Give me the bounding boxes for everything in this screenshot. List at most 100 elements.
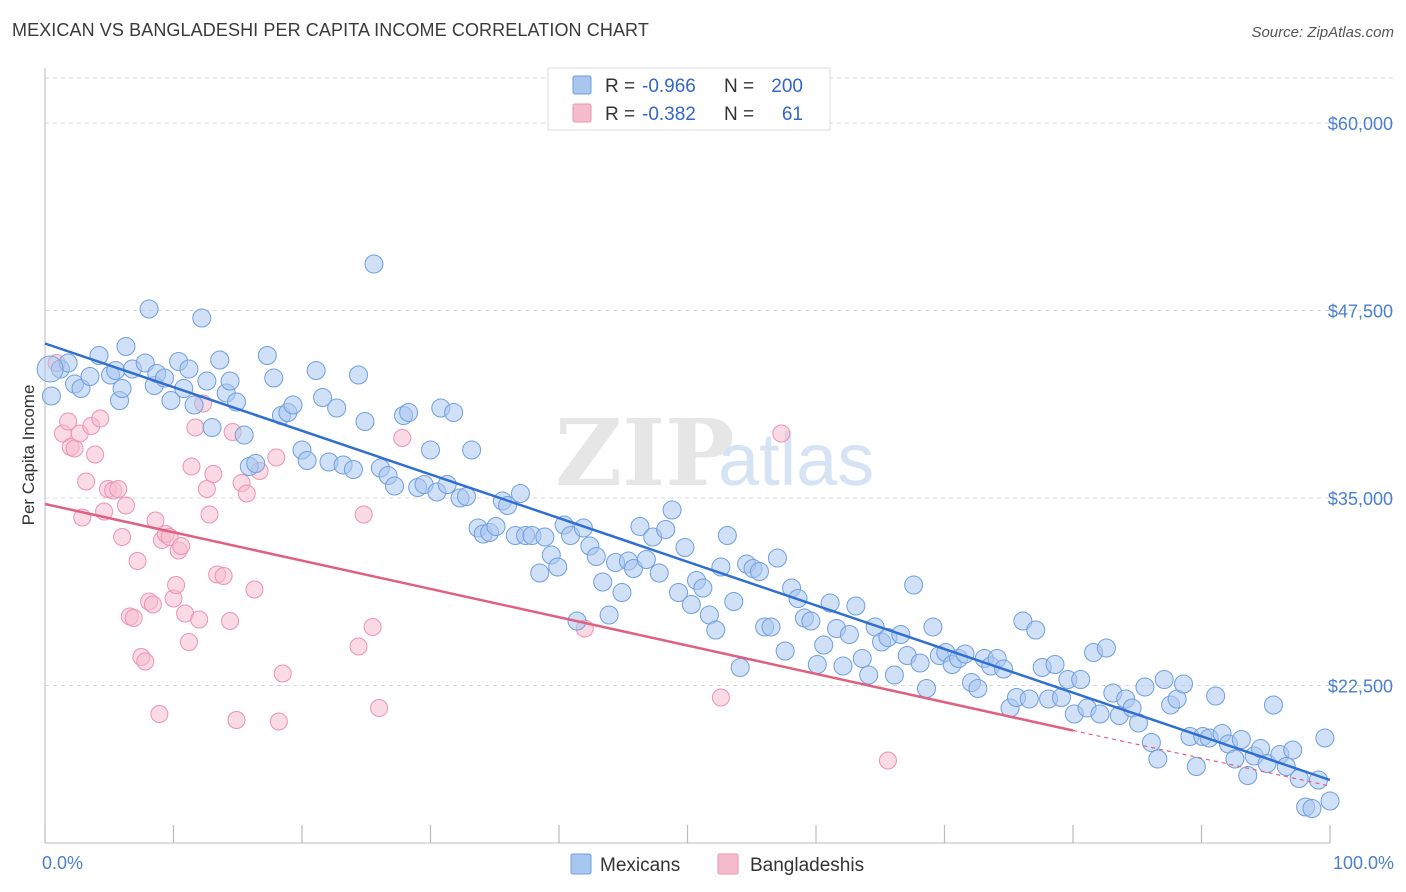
mexican-point bbox=[1225, 749, 1245, 769]
watermark-zip: ZIP bbox=[555, 399, 734, 507]
bangladeshi-point bbox=[711, 688, 730, 707]
mexican-point bbox=[968, 679, 988, 698]
bangladeshi-point bbox=[878, 751, 897, 770]
bangladeshis-trend-extension bbox=[1072, 729, 1331, 787]
bangladeshi-point bbox=[86, 445, 105, 464]
bangladeshi-point bbox=[136, 652, 155, 671]
legend-n-label: N = bbox=[724, 76, 754, 97]
mexican-point bbox=[859, 665, 879, 685]
mexican-point bbox=[80, 367, 100, 386]
bangladeshi-point bbox=[393, 429, 412, 447]
bangladeshi-point bbox=[370, 699, 389, 717]
bangladeshi-point bbox=[172, 537, 191, 555]
mexican-point bbox=[662, 500, 682, 520]
bangladeshi-point bbox=[354, 505, 373, 524]
mexican-point bbox=[246, 454, 266, 473]
legend-r-value: -0.966 bbox=[642, 76, 696, 97]
mexican-point bbox=[681, 595, 701, 614]
bangladeshi-point bbox=[200, 505, 219, 524]
mexican-point bbox=[656, 520, 676, 539]
mexican-point bbox=[1320, 791, 1340, 811]
y-tick-label: $35,000 bbox=[1328, 489, 1393, 509]
bangladeshi-point bbox=[197, 480, 216, 498]
mexican-point bbox=[421, 440, 440, 460]
mexican-point bbox=[814, 635, 834, 655]
legend-swatch-bangladeshis bbox=[572, 103, 592, 123]
mexican-point bbox=[833, 656, 853, 676]
mexican-point bbox=[593, 572, 613, 592]
legend-r-value: -0.382 bbox=[642, 104, 696, 125]
bangladeshi-point bbox=[186, 418, 205, 437]
mexican-point bbox=[717, 526, 737, 545]
mexican-point bbox=[1283, 740, 1303, 760]
mexican-point bbox=[349, 365, 369, 385]
mexican-point bbox=[264, 368, 284, 388]
mexican-point bbox=[535, 527, 555, 547]
bangladeshi-point bbox=[349, 637, 368, 656]
mexican-point bbox=[586, 547, 606, 566]
mexican-point bbox=[139, 299, 159, 319]
mexican-point bbox=[1090, 704, 1110, 724]
mexican-point bbox=[1238, 766, 1258, 785]
mexican-point bbox=[210, 350, 230, 370]
mexican-point bbox=[801, 611, 821, 631]
mexicans-trend-line bbox=[44, 342, 1331, 782]
mexican-point bbox=[599, 605, 619, 625]
mexican-point bbox=[1141, 733, 1161, 752]
bangladeshi-point bbox=[143, 595, 162, 614]
mexican-point bbox=[612, 583, 632, 602]
legend-box bbox=[547, 67, 831, 131]
bangladeshi-point bbox=[772, 424, 791, 443]
mexican-point bbox=[675, 538, 695, 557]
mexican-point bbox=[1026, 620, 1046, 640]
bangladeshi-point bbox=[150, 705, 169, 723]
mexican-point bbox=[730, 658, 750, 677]
mexican-point bbox=[510, 484, 530, 503]
mexican-point bbox=[197, 371, 217, 391]
bangladeshi-point bbox=[182, 457, 201, 476]
x-tick-label: 100.0% bbox=[1333, 853, 1394, 873]
legend-n-value: 200 bbox=[771, 76, 803, 97]
bangladeshi-point bbox=[190, 610, 209, 629]
mexican-point bbox=[636, 550, 656, 569]
mexican-point bbox=[917, 679, 937, 698]
bangladeshi-point bbox=[273, 664, 292, 683]
mexican-point bbox=[192, 308, 212, 328]
chart-title: MEXICAN VS BANGLADESHI PER CAPITA INCOME… bbox=[12, 20, 649, 40]
legend-r-label: R = bbox=[605, 104, 635, 125]
mexican-point bbox=[184, 395, 204, 415]
mexican-point bbox=[462, 440, 482, 460]
y-tick-labels: $22,500 $35,000 $47,500 $60,000 bbox=[1328, 114, 1393, 697]
bottom-legend-swatch-bangladeshis bbox=[717, 853, 739, 875]
mexican-point bbox=[399, 403, 419, 422]
mexican-point bbox=[313, 388, 333, 407]
mexicans-points bbox=[36, 254, 1340, 818]
mexican-point bbox=[1148, 749, 1168, 769]
source-credit: Source: ZipAtlas.com bbox=[1251, 24, 1394, 41]
mexican-point bbox=[904, 575, 924, 595]
mexican-point bbox=[1206, 686, 1226, 706]
mexican-point bbox=[749, 562, 769, 581]
bangladeshi-point bbox=[109, 480, 128, 498]
mexican-point bbox=[355, 412, 375, 431]
bangladeshi-point bbox=[65, 439, 84, 458]
y-tick-label: $22,500 bbox=[1328, 677, 1393, 697]
mexican-point bbox=[1096, 638, 1116, 658]
y-tick-label: $47,500 bbox=[1328, 302, 1393, 322]
bangladeshi-point bbox=[214, 567, 233, 585]
mexican-point bbox=[649, 563, 669, 583]
mexican-point bbox=[297, 451, 317, 470]
mexican-point bbox=[910, 653, 930, 673]
bangladeshi-point bbox=[167, 576, 186, 594]
mexican-point bbox=[306, 361, 326, 380]
bangladeshi-point bbox=[179, 633, 198, 651]
mexican-point bbox=[327, 398, 347, 418]
bangladeshi-point bbox=[77, 472, 96, 491]
watermark-atlas: atlas bbox=[718, 418, 874, 501]
mexican-point bbox=[548, 557, 568, 577]
mexican-point bbox=[234, 425, 254, 445]
mexican-point bbox=[444, 403, 464, 422]
mexican-point bbox=[385, 476, 405, 496]
mexican-point bbox=[486, 517, 506, 536]
